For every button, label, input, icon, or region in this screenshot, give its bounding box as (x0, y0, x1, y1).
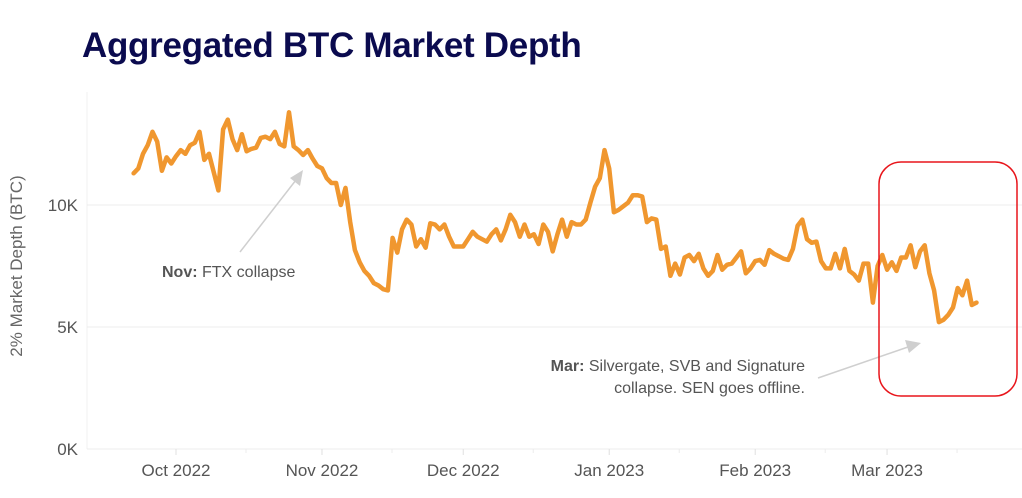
annotation-arrow (817, 346, 909, 379)
y-axis-ticks: 0K 5K 10K (48, 196, 79, 459)
annotation-text: FTX collapse (198, 264, 296, 281)
highlight-box (878, 161, 1018, 397)
y-tick-label: 5K (57, 318, 78, 337)
annotation-bold: Nov: (162, 264, 198, 281)
y-tick-label: 10K (48, 196, 79, 215)
chart-title: Aggregated BTC Market Depth (82, 26, 582, 65)
x-axis-ticks: Oct 2022 Nov 2022 Dec 2022 Jan 2023 Feb 2023… (142, 449, 958, 480)
x-tick-label: Jan 2023 (574, 461, 644, 480)
annotation-svb: Mar: Silvergate, SVB and Signature colla… (551, 340, 921, 397)
svg-text:Nov: FTX collapse: Nov: FTX collapse (162, 264, 295, 281)
x-tick-label: Oct 2022 (142, 461, 211, 480)
arrow-head-icon (905, 340, 921, 353)
annotation-bold: Mar: (551, 358, 585, 375)
annotation-text: Silvergate, SVB and Signature (584, 358, 805, 375)
x-tick-label: Nov 2022 (286, 461, 359, 480)
y-tick-label: 0K (57, 440, 78, 459)
x-tick-label: Mar 2023 (851, 461, 923, 480)
x-tick-label: Dec 2022 (427, 461, 500, 480)
annotation-ftx: Nov: FTX collapse (162, 170, 303, 281)
y-axis-label: 2% Market Depth (BTC) (7, 175, 26, 356)
arrow-head-icon (290, 170, 303, 186)
annotation-arrow (239, 179, 297, 253)
gridlines (86, 92, 1022, 450)
x-tick-label: Feb 2023 (719, 461, 791, 480)
series-line-market-depth (131, 110, 979, 325)
annotation-text-line2: collapse. SEN goes offline. (614, 380, 805, 397)
svg-text:Mar: Silvergate, SVB and Signa: Mar: Silvergate, SVB and Signature (551, 358, 805, 375)
